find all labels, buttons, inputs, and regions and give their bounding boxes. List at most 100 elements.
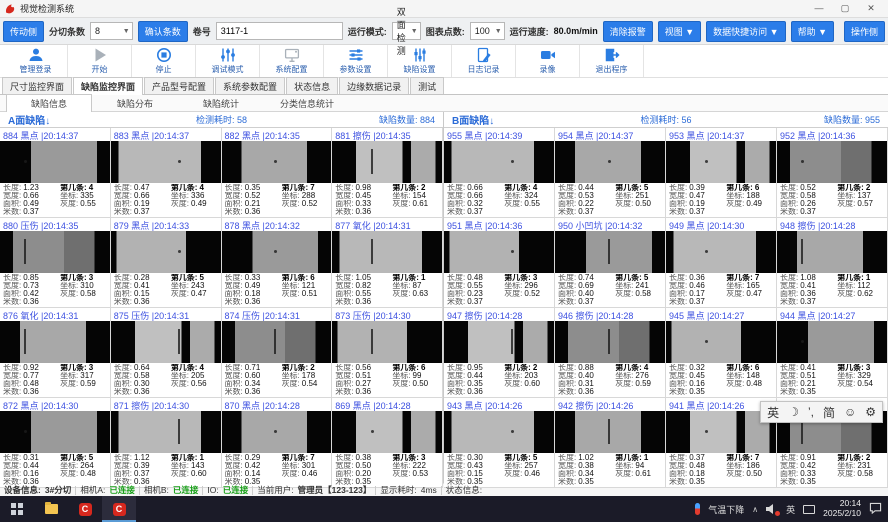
operate-side-button[interactable]: 操作侧 xyxy=(844,21,885,42)
start-button[interactable] xyxy=(0,496,34,522)
taskbar-clock[interactable]: 20:14 2025/2/10 xyxy=(823,499,861,519)
keyboard-icon[interactable] xyxy=(803,505,815,514)
defect-area-label: 面积: xyxy=(669,290,687,298)
action-center-icon[interactable] xyxy=(869,502,882,517)
help-menu-button[interactable]: 帮助 ▼ xyxy=(791,21,834,42)
defect-area: 面积:0.34 xyxy=(558,470,615,478)
defect-cell[interactable]: 884 黑点 |20:14:37长度:1.23宽度:0.66面积:0.49米数:… xyxy=(0,128,111,218)
defect-cell[interactable]: 873 压伤 |20:14:30长度:0.56宽度:0.51面积:0.27米数:… xyxy=(332,308,443,398)
tab-main-5[interactable]: 边缘数据记录 xyxy=(339,77,409,94)
defect-coordinate: 坐标:276 xyxy=(615,372,662,380)
tab-main-6[interactable]: 测试 xyxy=(410,77,444,94)
toolbar-button-defect-sliders[interactable]: 缺陷设置 xyxy=(388,45,452,77)
defect-cell[interactable]: 876 氧化 |20:14:31长度:0.92宽度:0.77面积:0.48米数:… xyxy=(0,308,111,398)
defect-meters: 米数:0.35 xyxy=(780,388,837,396)
toolbar-button-stop[interactable]: 停止 xyxy=(132,45,196,77)
weather-text[interactable]: 气温下降 xyxy=(708,503,744,516)
toolbar-button-system-config[interactable]: 系统配置 xyxy=(260,45,324,77)
ime-punctuation[interactable]: ’, xyxy=(808,405,814,419)
defect-cell[interactable]: 943 黑点 |20:14:26长度:0.30宽度:0.43面积:0.15米数:… xyxy=(444,398,555,488)
defect-cell[interactable]: 949 黑点 |20:14:30长度:0.36宽度:0.46面积:0.17米数:… xyxy=(666,218,777,308)
slit-count-select[interactable]: 8 ▼ xyxy=(90,22,133,40)
toolbar-button-param-sliders[interactable]: 参数设置 xyxy=(324,45,388,77)
defect-cell[interactable]: 945 黑点 |20:14:27长度:0.32宽度:0.45面积:0.16米数:… xyxy=(666,308,777,398)
camera-b-label: 相机B: xyxy=(144,484,169,496)
defect-coordinate-label: 坐标: xyxy=(282,282,300,290)
toolbar-button-play[interactable]: 开始 xyxy=(68,45,132,77)
defect-cell[interactable]: 869 黑点 |20:14:28长度:0.38宽度:0.50面积:0.20米数:… xyxy=(332,398,443,488)
run-mode-select[interactable]: 双面检测 ▼ xyxy=(392,22,421,40)
defect-cell[interactable]: 880 压伤 |20:14:35长度:0.85宽度:0.73面积:0.42米数:… xyxy=(0,218,111,308)
defect-cell[interactable]: 870 黑点 |20:14:28长度:0.29宽度:0.42面积:0.14米数:… xyxy=(222,398,333,488)
tab-main-1[interactable]: 缺陷监控界面 xyxy=(73,77,143,95)
defect-cell[interactable]: 871 擦伤 |20:14:30长度:1.12宽度:0.39面积:0.37米数:… xyxy=(111,398,222,488)
defect-strip-index-label: 第几条: xyxy=(837,364,864,372)
defect-cell[interactable]: 948 擦伤 |20:14:28长度:1.08宽度:0.41面积:0.36米数:… xyxy=(777,218,888,308)
ime-simplified-chinese[interactable]: 简 xyxy=(823,404,835,421)
minimize-button[interactable]: — xyxy=(806,0,832,17)
defect-width-value: 0.66 xyxy=(23,192,39,200)
tray-expand-chevron[interactable]: ∧ xyxy=(752,505,758,514)
clear-alarm-button[interactable]: 清除报警 xyxy=(603,21,653,42)
defect-cell[interactable]: 874 压伤 |20:14:31长度:0.71宽度:0.60面积:0.34米数:… xyxy=(222,308,333,398)
defect-cell[interactable]: 944 黑点 |20:14:27长度:0.41宽度:0.51面积:0.21米数:… xyxy=(777,308,888,398)
defect-cell[interactable]: 878 黑点 |20:14:32长度:0.33宽度:0.49面积:0.18米数:… xyxy=(222,218,333,308)
chart-points-select[interactable]: 100 ▼ xyxy=(470,22,505,40)
defect-cell[interactable]: 946 擦伤 |20:14:28长度:0.88宽度:0.40面积:0.31米数:… xyxy=(555,308,666,398)
tab-main-0[interactable]: 尺寸监控界面 xyxy=(2,77,72,94)
defect-meters: 米数:0.37 xyxy=(447,298,504,306)
tab-main-2[interactable]: 产品型号配置 xyxy=(144,77,214,94)
ime-settings-gear-icon[interactable]: ⚙ xyxy=(865,405,876,419)
defect-cell[interactable]: 952 黑点 |20:14:36长度:0.52宽度:0.58面积:0.26米数:… xyxy=(777,128,888,218)
defect-cell[interactable]: 883 黑点 |20:14:37长度:0.47宽度:0.66面积:0.19米数:… xyxy=(111,128,222,218)
toolbar-button-log[interactable]: 日志记录 xyxy=(452,45,516,77)
data-quick-access-button[interactable]: 数据快捷访问 ▼ xyxy=(706,21,785,42)
ime-emoji-icon[interactable]: ☺ xyxy=(844,405,856,419)
defect-cell[interactable]: 875 压伤 |20:14:31长度:0.64宽度:0.58面积:0.30米数:… xyxy=(111,308,222,398)
tab-sub-2[interactable]: 缺陷统计 xyxy=(178,94,264,111)
defect-cell[interactable]: 954 黑点 |20:14:37长度:0.44宽度:0.53面积:0.22米数:… xyxy=(555,128,666,218)
defect-cell[interactable]: 947 擦伤 |20:14:28长度:0.95宽度:0.44面积:0.35米数:… xyxy=(444,308,555,398)
defect-cell-header: 876 氧化 |20:14:31 xyxy=(0,308,110,321)
taskbar-file-explorer[interactable] xyxy=(34,496,68,522)
tab-sub-1[interactable]: 缺陷分布 xyxy=(92,94,178,111)
defect-cell[interactable]: 879 黑点 |20:14:33长度:0.28宽度:0.41面积:0.15米数:… xyxy=(111,218,222,308)
taskbar-app-red-1[interactable]: C xyxy=(68,496,102,522)
ime-english-mode[interactable]: 英 xyxy=(767,404,779,421)
defect-area: 面积:0.18 xyxy=(669,470,726,478)
defect-cell-header: 878 黑点 |20:14:32 xyxy=(222,218,332,231)
defect-length-label: 长度: xyxy=(780,364,798,372)
roll-number-input[interactable] xyxy=(216,22,343,40)
toolbar-button-debug-sliders[interactable]: 调试模式 xyxy=(196,45,260,77)
volume-icon[interactable] xyxy=(766,504,778,514)
defect-cell[interactable]: 877 氧化 |20:14:31长度:1.05宽度:0.82面积:0.55米数:… xyxy=(332,218,443,308)
ime-moon-icon[interactable]: ☽ xyxy=(788,405,799,419)
defect-cell[interactable]: 942 擦伤 |20:14:26长度:1.02宽度:0.38面积:0.34米数:… xyxy=(555,398,666,488)
defect-area-label: 面积: xyxy=(114,200,132,208)
tab-main-3[interactable]: 系统参数配置 xyxy=(215,77,285,94)
defect-width-label: 宽度: xyxy=(225,192,243,200)
confirm-count-button[interactable]: 确认条数 xyxy=(138,21,188,42)
taskbar-app-red-2[interactable]: C xyxy=(102,496,136,522)
defect-cell[interactable]: 953 黑点 |20:14:37长度:0.39宽度:0.47面积:0.19米数:… xyxy=(666,128,777,218)
defect-coordinate-label: 坐标: xyxy=(726,462,744,470)
tab-sub-0[interactable]: 缺陷信息 xyxy=(6,94,92,112)
maximize-button[interactable]: ▢ xyxy=(832,0,858,17)
tab-main-4[interactable]: 状态信息 xyxy=(286,77,338,94)
toolbar-button-exit[interactable]: 退出程序 xyxy=(580,45,644,77)
defect-cell[interactable]: 955 黑点 |20:14:39长度:0.66宽度:0.66面积:0.32米数:… xyxy=(444,128,555,218)
defect-meters-value: 0.37 xyxy=(800,298,816,306)
defect-cell[interactable]: 872 黑点 |20:14:30长度:0.31宽度:0.44面积:0.16米数:… xyxy=(0,398,111,488)
defect-cell[interactable]: 950 小凹坑 |20:14:32长度:0.74宽度:0.69面积:0.40米数… xyxy=(555,218,666,308)
toolbar-button-camera[interactable]: 录像 xyxy=(516,45,580,77)
drive-side-button[interactable]: 传动侧 xyxy=(3,21,44,42)
toolbar-button-user[interactable]: 管理登录 xyxy=(4,45,68,77)
close-button[interactable]: ✕ xyxy=(858,0,884,17)
defect-cell[interactable]: 881 擦伤 |20:14:35长度:0.98宽度:0.45面积:0.33米数:… xyxy=(332,128,443,218)
defect-cell[interactable]: 951 黑点 |20:14:36长度:0.48宽度:0.55面积:0.23米数:… xyxy=(444,218,555,308)
language-indicator[interactable]: 英 xyxy=(786,503,795,516)
defect-length: 长度:0.30 xyxy=(447,454,504,462)
tab-sub-3[interactable]: 分类信息统计 xyxy=(264,94,350,111)
defect-cell[interactable]: 882 黑点 |20:14:35长度:0.35宽度:0.52面积:0.21米数:… xyxy=(222,128,333,218)
view-menu-button[interactable]: 视图 ▼ xyxy=(658,21,701,42)
